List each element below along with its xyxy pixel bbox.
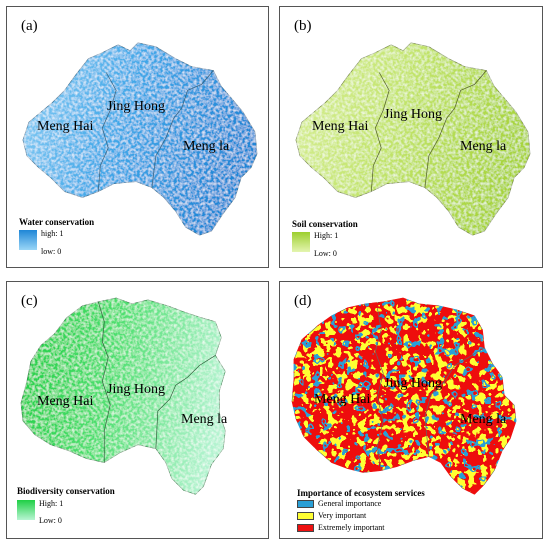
legend-title: Soil conservation: [292, 219, 358, 229]
legend-color-ramp: [292, 232, 310, 252]
legend-swatch-very: [297, 512, 314, 520]
legend-swatch-general: [297, 500, 314, 508]
region-outline: [291, 297, 517, 495]
panel-water-conservation: (a) Meng Hai Jing Hong Meng la Water con…: [6, 6, 269, 268]
region-label-center: Jing Hong: [384, 107, 442, 122]
region-label-west: Meng Hai: [37, 394, 94, 409]
region-outline: [20, 297, 226, 495]
legend-title: Importance of ecosystem services: [297, 488, 425, 498]
region-label-east: Meng la: [460, 139, 507, 154]
legend-high-label: High: 1: [39, 499, 64, 508]
region-label-west: Meng Hai: [312, 119, 369, 134]
legend-label-general: General importance: [318, 499, 382, 508]
panel-label: (a): [21, 18, 38, 34]
region-label-west: Meng Hai: [37, 119, 94, 134]
region-label-east: Meng la: [183, 139, 230, 154]
legend-title: Water conservation: [19, 217, 95, 227]
legend-color-ramp: [19, 230, 37, 250]
map-soil-conservation: [295, 42, 531, 236]
region-outline: [22, 42, 258, 236]
panel-soil-conservation: (b) Meng Hai Jing Hong Meng la Soil cons…: [279, 6, 543, 268]
legend-low-label: low: 0: [41, 247, 62, 256]
panel-label: (d): [294, 293, 312, 309]
panel-ecosystem-importance: (d) Meng Hai Jing Hong Meng la Importanc…: [279, 281, 543, 539]
region-label-east: Meng la: [460, 412, 507, 427]
region-label-west: Meng Hai: [314, 392, 371, 407]
panel-biodiversity-conservation: (c) Meng Hai Jing Hong Meng la Biodivers…: [6, 281, 269, 539]
legend-high-label: high: 1: [41, 229, 64, 238]
region-label-center: Jing Hong: [107, 99, 165, 114]
legend-high-label: High: 1: [314, 231, 339, 240]
legend-title: Biodiversity conservation: [17, 486, 115, 496]
region-label-center: Jing Hong: [384, 376, 442, 391]
map-biodiversity-conservation: [20, 297, 226, 495]
legend-low-label: Low: 0: [314, 249, 337, 258]
legend-label-extremely: Extremely important: [318, 523, 385, 532]
region-outline: [295, 42, 531, 236]
legend-swatch-extremely: [297, 524, 314, 532]
legend-color-ramp: [17, 500, 35, 520]
panel-label: (c): [21, 293, 38, 309]
region-label-east: Meng la: [181, 412, 228, 427]
panel-label: (b): [294, 18, 312, 34]
map-ecosystem-importance: [291, 297, 517, 495]
map-water-conservation: [22, 42, 258, 236]
region-label-center: Jing Hong: [107, 382, 165, 397]
legend-low-label: Low: 0: [39, 516, 62, 525]
legend-label-very: Very important: [318, 511, 367, 520]
